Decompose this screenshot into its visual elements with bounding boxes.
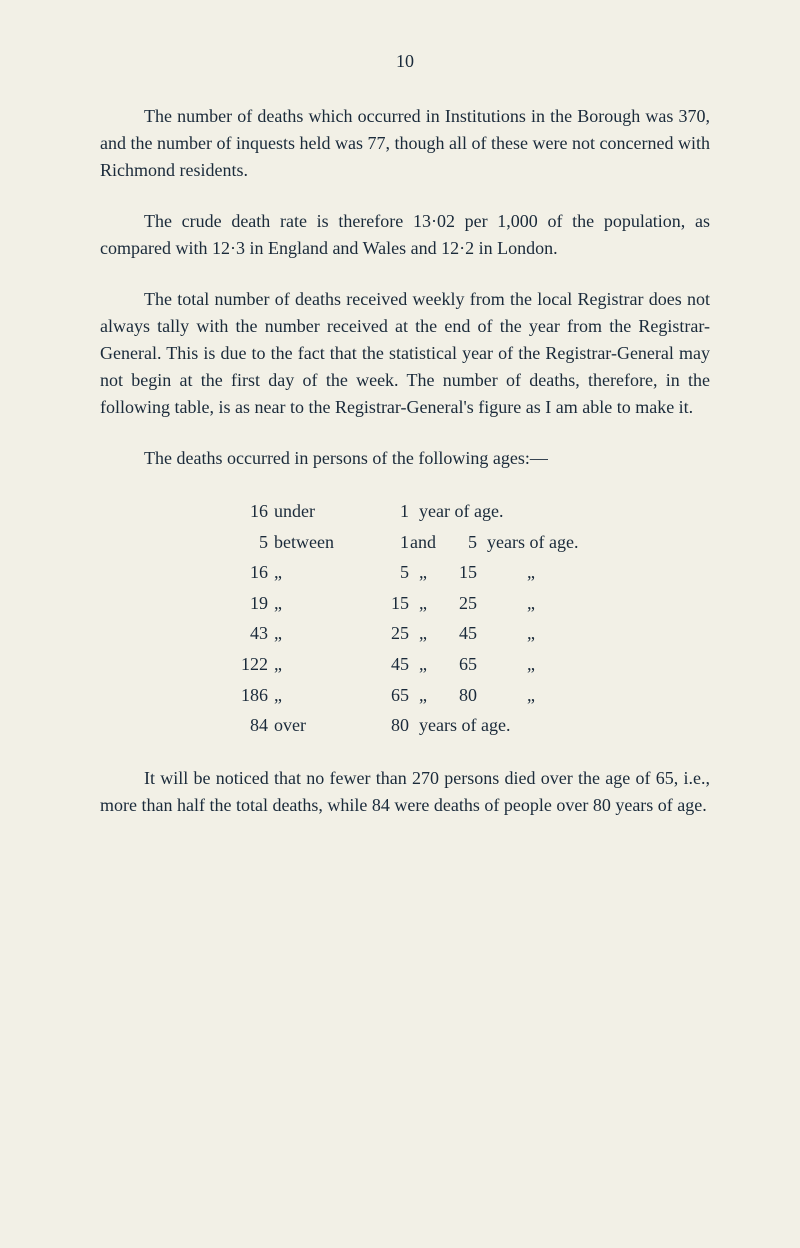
age-word: between (274, 527, 369, 558)
age-row: 84 over 80 years of age. (220, 710, 710, 741)
age-to: 45 (437, 618, 477, 649)
age-tail: „ (477, 557, 535, 588)
age-to: 5 (437, 527, 477, 558)
paragraph-2: The crude death rate is therefore 13·02 … (100, 208, 710, 262)
age-to: 65 (437, 649, 477, 680)
age-tail: year of age. (409, 496, 503, 527)
age-row: 16 under 1 year of age. (220, 496, 710, 527)
age-mid: „ (409, 618, 437, 649)
age-row: 5 between 1 and 5 years of age. (220, 527, 710, 558)
age-mid: „ (409, 588, 437, 619)
age-row: 122 „ 45 „ 65 „ (220, 649, 710, 680)
age-mid: „ (409, 557, 437, 588)
age-word: under (274, 496, 369, 527)
age-from: 25 (369, 618, 409, 649)
age-word: „ (274, 680, 369, 711)
age-tail: „ (477, 649, 535, 680)
age-to: 80 (437, 680, 477, 711)
age-from: 5 (369, 557, 409, 588)
age-count: 84 (220, 710, 274, 741)
age-from: 1 (369, 527, 409, 558)
age-mid: „ (409, 649, 437, 680)
age-tail: years of age. (409, 710, 510, 741)
age-count: 16 (220, 496, 274, 527)
age-word: „ (274, 618, 369, 649)
page-number: 10 (100, 48, 710, 75)
paragraph-4: The deaths occurred in persons of the fo… (100, 445, 710, 472)
age-count: 19 (220, 588, 274, 619)
age-from: 65 (369, 680, 409, 711)
paragraph-5: It will be noticed that no fewer than 27… (100, 765, 710, 819)
age-tail: years of age. (477, 527, 578, 558)
age-to: 25 (437, 588, 477, 619)
age-tail: „ (477, 618, 535, 649)
age-row: 16 „ 5 „ 15 „ (220, 557, 710, 588)
age-mid: and (409, 527, 437, 558)
age-tail: „ (477, 680, 535, 711)
paragraph-3: The total number of deaths received week… (100, 286, 710, 421)
age-count: 5 (220, 527, 274, 558)
age-word: „ (274, 588, 369, 619)
age-mid: „ (409, 680, 437, 711)
age-tail: „ (477, 588, 535, 619)
age-word: „ (274, 649, 369, 680)
age-row: 186 „ 65 „ 80 „ (220, 680, 710, 711)
age-from: 45 (369, 649, 409, 680)
age-word: over (274, 710, 369, 741)
paragraph-1: The number of deaths which occurred in I… (100, 103, 710, 184)
age-row: 43 „ 25 „ 45 „ (220, 618, 710, 649)
age-count: 122 (220, 649, 274, 680)
age-to: 15 (437, 557, 477, 588)
age-from: 1 (369, 496, 409, 527)
age-count: 43 (220, 618, 274, 649)
age-count: 186 (220, 680, 274, 711)
age-from: 15 (369, 588, 409, 619)
age-list: 16 under 1 year of age. 5 between 1 and … (220, 496, 710, 741)
age-word: „ (274, 557, 369, 588)
age-row: 19 „ 15 „ 25 „ (220, 588, 710, 619)
age-count: 16 (220, 557, 274, 588)
age-from: 80 (369, 710, 409, 741)
